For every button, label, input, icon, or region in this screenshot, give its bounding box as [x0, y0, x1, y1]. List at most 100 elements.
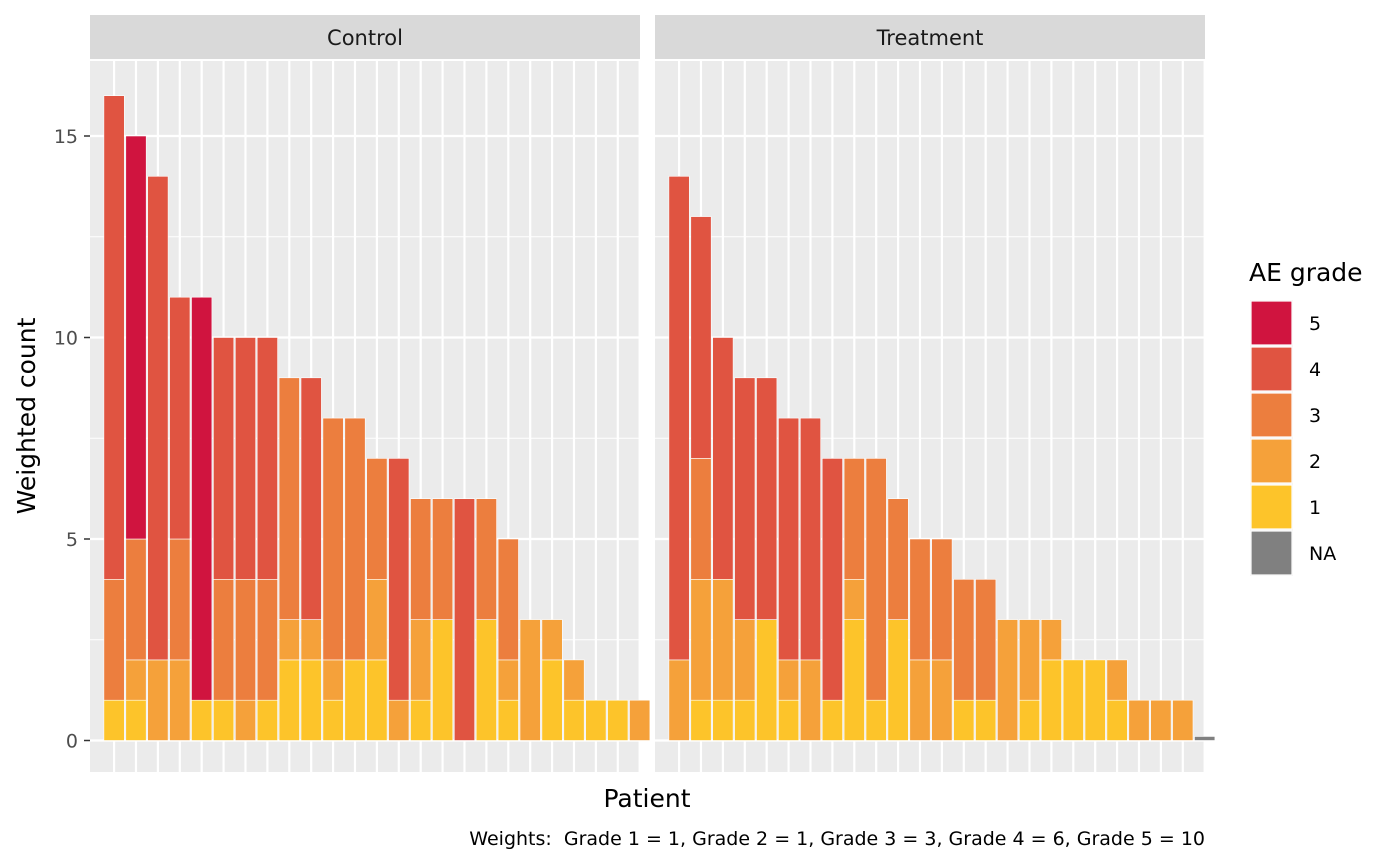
bars-treatment	[668, 176, 1216, 741]
bar-segment-grade-4	[799, 417, 821, 661]
bar-segment-grade-1	[843, 619, 865, 741]
bar-segment-grade-1	[213, 699, 235, 741]
bar-segment-grade-3	[322, 417, 344, 661]
legend-swatch-grade-4	[1250, 346, 1293, 392]
bar-segment-grade-1	[475, 619, 497, 741]
bar-segment-grade-1	[756, 619, 778, 741]
legend: AE grade 5 4 3 2 1 NA	[1249, 258, 1363, 576]
bar-segment-grade-2	[519, 619, 541, 741]
legend-label-grade-5: 5	[1309, 313, 1321, 335]
bar-segment-grade-4	[668, 176, 690, 661]
bar-segment-grade-3	[344, 417, 366, 661]
bar-segment-grade-1	[1062, 659, 1084, 741]
bar-segment-grade-1	[300, 659, 322, 741]
bar-segment-grade-2	[712, 578, 734, 701]
bar-segment-grade-4	[169, 296, 191, 540]
bar-segment-grade-4	[300, 377, 322, 620]
bar-segment-grade-4	[234, 337, 256, 580]
legend-label-grade-1: 1	[1309, 497, 1321, 519]
bar-segment-grade-na	[1194, 736, 1216, 741]
bar-segment-grade-2	[234, 699, 256, 741]
bar-segment-grade-2	[541, 619, 563, 661]
bar-segment-grade-2	[997, 619, 1019, 741]
bar-segment-grade-1	[1018, 699, 1040, 741]
bar-segment-grade-1	[541, 659, 563, 741]
bar-segment-grade-1	[975, 699, 997, 741]
bar-segment-grade-3	[975, 578, 997, 701]
legend-swatch-grade-na	[1250, 530, 1293, 576]
bar-segment-grade-2	[300, 619, 322, 661]
y-tick-label: 15	[54, 126, 78, 148]
legend-title: AE grade	[1249, 258, 1363, 287]
panel-control: Control	[90, 15, 651, 772]
bar-segment-grade-1	[953, 699, 975, 741]
y-tick-label: 0	[66, 731, 78, 753]
bar-segment-grade-1	[125, 699, 147, 741]
bar-segment-grade-1	[344, 659, 366, 741]
bar-segment-grade-3	[278, 377, 300, 620]
bar-segment-grade-2	[778, 659, 800, 701]
bar-segment-grade-4	[734, 377, 756, 620]
bar-segment-grade-4	[256, 337, 278, 580]
bar-segment-grade-1	[366, 659, 388, 741]
bar-segment-grade-3	[887, 498, 909, 620]
bar-segment-grade-2	[169, 659, 191, 741]
bar-segment-grade-3	[256, 578, 278, 701]
bar-segment-grade-4	[147, 176, 169, 661]
bar-segment-grade-2	[497, 659, 519, 701]
strip-label-treatment: Treatment	[876, 26, 984, 50]
bar-segment-grade-3	[103, 578, 125, 701]
bar-segment-grade-1	[821, 699, 843, 741]
bar-segment-grade-1	[887, 619, 909, 741]
legend-swatch-grade-5	[1250, 300, 1293, 346]
x-axis-title: Patient	[603, 784, 690, 813]
bar-segment-grade-5	[125, 135, 147, 540]
bar-segment-grade-4	[213, 337, 235, 580]
strip-label-control: Control	[327, 26, 403, 50]
y-tick-label: 5	[66, 529, 78, 551]
bar-segment-grade-4	[821, 458, 843, 701]
bar-segment-grade-1	[778, 699, 800, 741]
bar-segment-grade-3	[169, 538, 191, 661]
bar-segment-grade-1	[563, 699, 585, 741]
bar-segment-grade-4	[756, 377, 778, 620]
bar-segment-grade-2	[629, 699, 651, 741]
bar-segment-grade-3	[432, 498, 454, 620]
bar-segment-grade-3	[843, 458, 865, 580]
bar-segment-grade-2	[410, 619, 432, 701]
bar-segment-grade-3	[234, 578, 256, 701]
bar-segment-grade-2	[1128, 699, 1150, 741]
bar-segment-grade-3	[410, 498, 432, 620]
bar-segment-grade-2	[909, 659, 931, 741]
bar-segment-grade-2	[278, 619, 300, 661]
bar-segment-grade-2	[322, 659, 344, 701]
bar-segment-grade-1	[1084, 659, 1106, 741]
bar-segment-grade-1	[278, 659, 300, 741]
bar-segment-grade-1	[322, 699, 344, 741]
bar-segment-grade-3	[125, 538, 147, 661]
bar-segment-grade-1	[690, 699, 712, 741]
strip-control	[90, 15, 640, 59]
bar-segment-grade-5	[191, 296, 213, 701]
legend-items: 5 4 3 2 1 NA	[1250, 300, 1336, 576]
bar-segment-grade-1	[1040, 659, 1062, 741]
bar-segment-grade-3	[690, 458, 712, 580]
bar-segment-grade-1	[734, 699, 756, 741]
bar-segment-grade-2	[563, 659, 585, 701]
chart-caption: Weights: Grade 1 = 1, Grade 2 = 1, Grade…	[469, 828, 1205, 850]
bar-segment-grade-4	[103, 95, 125, 580]
y-tick-label: 10	[54, 328, 78, 350]
bar-segment-grade-2	[1040, 619, 1062, 661]
bar-segment-grade-2	[668, 659, 690, 741]
bar-segment-grade-3	[497, 538, 519, 661]
legend-swatch-grade-1	[1250, 484, 1293, 530]
bar-segment-grade-3	[931, 538, 953, 661]
bar-segment-grade-2	[1106, 659, 1128, 701]
bar-segment-grade-1	[256, 699, 278, 741]
bar-segment-grade-4	[778, 417, 800, 661]
bar-segment-grade-4	[712, 337, 734, 580]
bar-segment-grade-2	[1172, 699, 1194, 741]
bar-segment-grade-1	[607, 699, 629, 741]
legend-swatch-grade-3	[1250, 392, 1293, 438]
bar-segment-grade-2	[366, 578, 388, 661]
